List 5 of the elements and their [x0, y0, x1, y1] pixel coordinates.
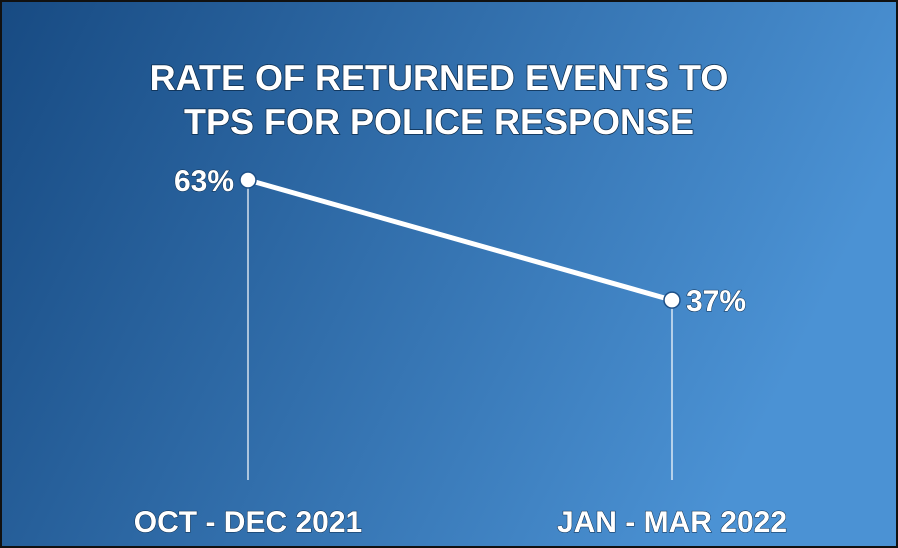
x-tick-label: OCT - DEC 2021 — [134, 506, 362, 539]
data-label: 37% — [686, 285, 746, 318]
x-tick-label: JAN - MAR 2022 — [556, 506, 788, 539]
chart-title: RATE OF RETURNED EVENTS TO TPS FOR POLICE RESPONSE — [150, 57, 728, 142]
data-label: 63% — [174, 165, 234, 198]
